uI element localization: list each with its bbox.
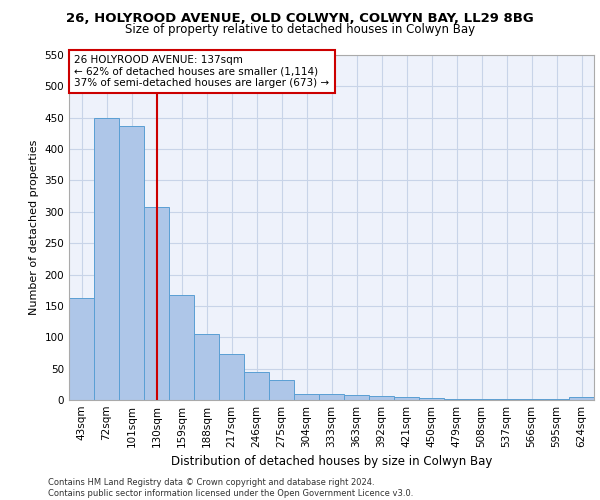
Bar xyxy=(319,394,344,400)
Bar xyxy=(194,334,219,400)
Bar xyxy=(144,208,169,400)
Bar xyxy=(269,380,294,400)
Bar xyxy=(219,354,244,400)
Bar xyxy=(369,396,394,400)
Bar xyxy=(244,372,269,400)
Bar xyxy=(394,397,419,400)
Bar xyxy=(94,118,119,400)
Bar xyxy=(69,298,94,400)
Bar xyxy=(119,126,144,400)
Text: Contains HM Land Registry data © Crown copyright and database right 2024.
Contai: Contains HM Land Registry data © Crown c… xyxy=(48,478,413,498)
Bar xyxy=(419,398,444,400)
Text: 26, HOLYROOD AVENUE, OLD COLWYN, COLWYN BAY, LL29 8BG: 26, HOLYROOD AVENUE, OLD COLWYN, COLWYN … xyxy=(66,12,534,26)
Bar xyxy=(344,395,369,400)
Y-axis label: Number of detached properties: Number of detached properties xyxy=(29,140,39,315)
Bar xyxy=(469,398,494,400)
X-axis label: Distribution of detached houses by size in Colwyn Bay: Distribution of detached houses by size … xyxy=(171,456,492,468)
Bar xyxy=(169,294,194,400)
Bar xyxy=(294,394,319,400)
Text: Size of property relative to detached houses in Colwyn Bay: Size of property relative to detached ho… xyxy=(125,22,475,36)
Bar xyxy=(494,398,519,400)
Bar xyxy=(444,398,469,400)
Text: 26 HOLYROOD AVENUE: 137sqm
← 62% of detached houses are smaller (1,114)
37% of s: 26 HOLYROOD AVENUE: 137sqm ← 62% of deta… xyxy=(74,55,329,88)
Bar xyxy=(569,397,594,400)
